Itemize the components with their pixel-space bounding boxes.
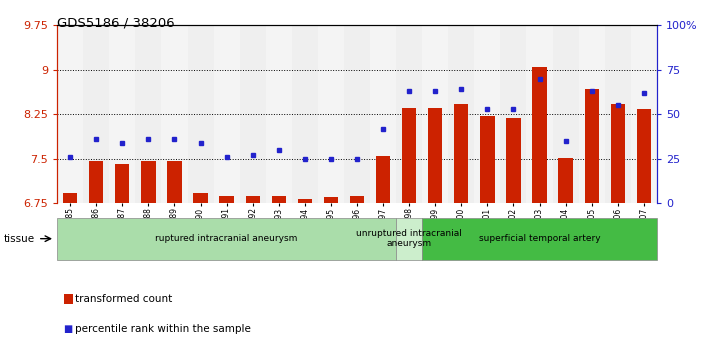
Text: unruptured intracranial
aneurysm: unruptured intracranial aneurysm <box>356 229 462 248</box>
Bar <box>115 164 129 203</box>
Bar <box>610 104 625 203</box>
Bar <box>396 25 422 203</box>
Bar <box>240 25 266 203</box>
Bar <box>553 25 578 203</box>
Bar <box>167 160 181 203</box>
Bar <box>370 25 396 203</box>
Text: superficial temporal artery: superficial temporal artery <box>478 234 600 243</box>
Bar <box>89 160 104 203</box>
Bar <box>578 25 605 203</box>
Bar <box>402 109 416 203</box>
Bar <box>501 25 526 203</box>
Text: tissue: tissue <box>4 234 35 244</box>
Bar <box>630 25 657 203</box>
Bar <box>323 197 338 203</box>
Bar <box>188 25 213 203</box>
Bar <box>448 25 474 203</box>
Bar <box>344 25 370 203</box>
Bar <box>193 193 208 203</box>
Bar <box>585 89 599 203</box>
Bar <box>350 196 364 203</box>
Bar <box>533 67 547 203</box>
Bar <box>318 25 344 203</box>
Bar <box>298 199 312 203</box>
Text: percentile rank within the sample: percentile rank within the sample <box>75 323 251 334</box>
Text: ■: ■ <box>64 323 72 334</box>
Bar <box>506 118 521 203</box>
Bar <box>266 25 292 203</box>
Bar <box>292 25 318 203</box>
Text: GDS5186 / 38206: GDS5186 / 38206 <box>57 16 175 29</box>
Bar <box>526 25 553 203</box>
Text: ruptured intracranial aneurysm: ruptured intracranial aneurysm <box>156 234 298 243</box>
Bar <box>605 25 630 203</box>
Bar <box>109 25 136 203</box>
Bar <box>63 193 77 203</box>
Bar <box>454 104 468 203</box>
Bar <box>141 160 156 203</box>
Bar <box>376 156 391 203</box>
Bar <box>481 116 495 203</box>
Bar <box>637 109 651 203</box>
Bar <box>57 25 84 203</box>
Bar <box>246 196 260 203</box>
Bar <box>136 25 161 203</box>
Bar <box>219 196 233 203</box>
Text: transformed count: transformed count <box>75 294 172 305</box>
Bar <box>422 25 448 203</box>
Bar <box>474 25 501 203</box>
Bar <box>428 109 443 203</box>
Bar <box>558 158 573 203</box>
Bar <box>213 25 240 203</box>
Bar <box>161 25 188 203</box>
Bar <box>271 196 286 203</box>
Bar <box>84 25 109 203</box>
